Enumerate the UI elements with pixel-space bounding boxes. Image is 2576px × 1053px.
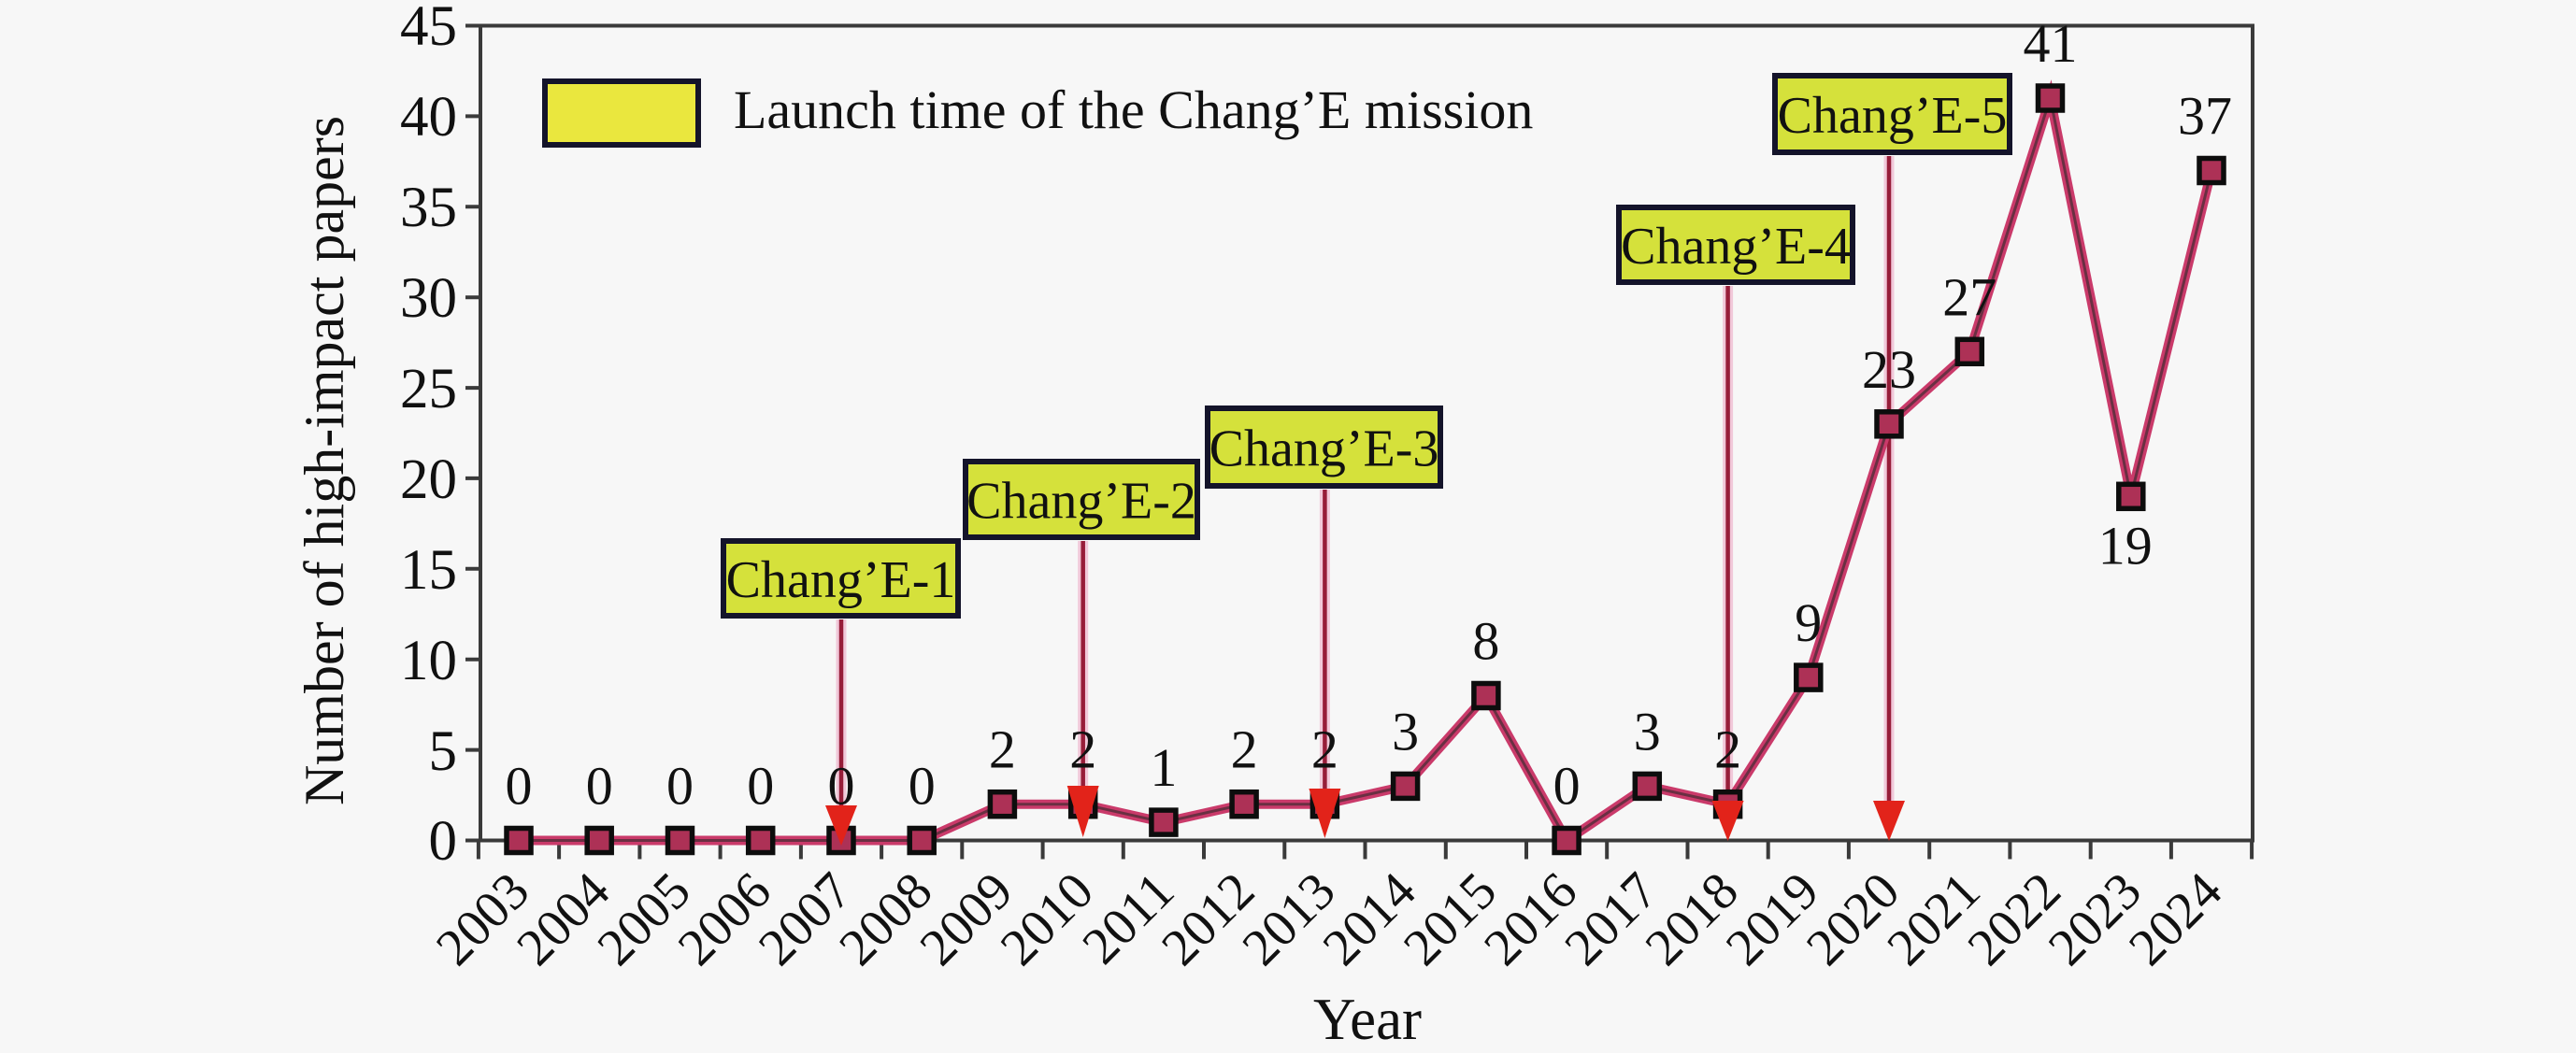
svg-text:27: 27 bbox=[1942, 266, 1996, 327]
svg-text:Launch time of the Chang’E mis: Launch time of the Chang’E mission bbox=[734, 79, 1533, 140]
svg-text:45: 45 bbox=[400, 0, 457, 58]
svg-text:40: 40 bbox=[400, 86, 457, 149]
svg-text:0: 0 bbox=[909, 756, 936, 817]
svg-text:0: 0 bbox=[666, 756, 694, 817]
svg-text:37: 37 bbox=[2178, 86, 2232, 147]
svg-text:35: 35 bbox=[400, 177, 457, 239]
svg-text:3: 3 bbox=[1634, 701, 1661, 761]
svg-text:2: 2 bbox=[989, 719, 1016, 780]
svg-text:9: 9 bbox=[1795, 592, 1822, 653]
svg-text:Chang’E-5: Chang’E-5 bbox=[1778, 87, 2008, 145]
svg-text:0: 0 bbox=[429, 810, 458, 873]
svg-text:2: 2 bbox=[1311, 719, 1338, 780]
svg-text:2: 2 bbox=[1714, 719, 1741, 780]
svg-text:25: 25 bbox=[400, 358, 457, 420]
svg-text:Chang’E-4: Chang’E-4 bbox=[1621, 218, 1851, 276]
svg-text:Chang’E-1: Chang’E-1 bbox=[726, 551, 956, 609]
svg-text:0: 0 bbox=[828, 756, 855, 817]
svg-text:10: 10 bbox=[400, 630, 457, 692]
svg-text:15: 15 bbox=[400, 539, 457, 602]
svg-text:0: 0 bbox=[747, 756, 774, 817]
svg-text:5: 5 bbox=[429, 720, 458, 783]
svg-text:Number of high-impact papers: Number of high-impact papers bbox=[293, 116, 355, 805]
svg-text:3: 3 bbox=[1392, 701, 1419, 761]
svg-text:0: 0 bbox=[1553, 756, 1581, 817]
svg-text:1: 1 bbox=[1150, 737, 1177, 798]
svg-text:30: 30 bbox=[400, 267, 457, 330]
svg-text:19: 19 bbox=[2098, 515, 2153, 576]
svg-text:8: 8 bbox=[1472, 611, 1499, 672]
svg-text:Year: Year bbox=[1313, 987, 1422, 1048]
svg-text:0: 0 bbox=[506, 756, 533, 817]
svg-text:0: 0 bbox=[586, 756, 613, 817]
svg-text:2: 2 bbox=[1069, 719, 1096, 780]
svg-text:20: 20 bbox=[400, 448, 457, 511]
svg-text:Chang’E-3: Chang’E-3 bbox=[1209, 420, 1439, 478]
svg-text:Chang’E-2: Chang’E-2 bbox=[966, 473, 1196, 531]
svg-text:41: 41 bbox=[2024, 13, 2078, 74]
svg-text:2: 2 bbox=[1231, 719, 1258, 780]
svg-text:23: 23 bbox=[1862, 339, 1916, 400]
